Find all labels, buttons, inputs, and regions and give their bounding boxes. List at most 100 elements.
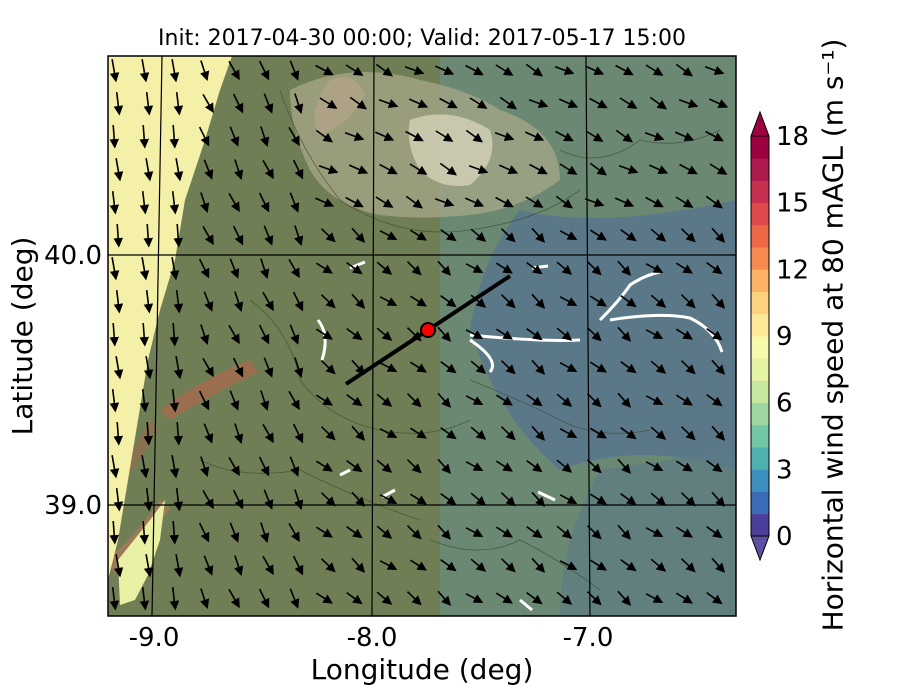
wind-arrow — [143, 488, 154, 512]
wind-arrow — [169, 389, 180, 413]
colorbar-swatch — [751, 358, 769, 381]
wind-arrow — [437, 392, 452, 408]
wind-arrow — [113, 488, 124, 512]
wind-arrow — [556, 327, 573, 341]
wind-arrow — [169, 124, 180, 149]
wind-arrow — [529, 163, 548, 175]
wind-arrow — [169, 257, 180, 281]
wind-arrow — [263, 489, 274, 510]
wind-arrow — [143, 223, 154, 248]
wind-arrow — [346, 328, 363, 341]
x-tick-label: -8.0 — [347, 623, 398, 653]
wind-arrow — [499, 96, 517, 110]
wind-arrow — [315, 592, 333, 604]
wind-arrow — [234, 159, 244, 181]
wind-arrow — [346, 526, 363, 539]
wind-arrow — [376, 525, 393, 539]
wind-arrow — [139, 191, 150, 215]
wind-arrow — [675, 460, 693, 472]
wind-arrow — [228, 324, 240, 345]
wind-arrow — [437, 590, 452, 606]
wind-arrow — [260, 390, 270, 412]
wind-arrow — [258, 588, 270, 609]
colorbar-min-extend — [750, 535, 770, 562]
wind-arrow — [556, 459, 573, 473]
wind-arrow — [556, 261, 573, 275]
colorbar-max-extend — [750, 110, 770, 137]
wind-arrow — [559, 163, 578, 175]
wind-arrow — [113, 290, 124, 314]
wind-arrow — [203, 555, 214, 576]
wind-arrow — [437, 524, 452, 540]
wind-arrow — [470, 492, 487, 506]
wind-arrow — [139, 455, 150, 479]
wind-arrow — [143, 290, 154, 314]
wind-arrow — [406, 393, 422, 408]
wind-arrow — [113, 223, 124, 248]
wind-arrow — [704, 65, 725, 76]
wind-arrow — [262, 159, 274, 180]
wind-arrow — [500, 492, 516, 507]
wind-arrow — [198, 258, 210, 279]
wind-arrow — [375, 196, 394, 208]
wind-arrow — [465, 129, 483, 143]
wind-arrow — [589, 162, 607, 176]
wind-arrow — [234, 555, 244, 577]
wind-arrow — [437, 260, 452, 276]
wind-arrow — [346, 262, 363, 275]
wind-arrow — [409, 361, 427, 373]
wind-arrow — [495, 64, 514, 76]
wind-arrow — [319, 97, 338, 109]
wind-arrow — [234, 423, 244, 445]
wind-arrow — [320, 492, 336, 507]
wind-arrow — [556, 393, 573, 407]
wind-arrow — [531, 293, 546, 309]
wind-arrow — [559, 362, 578, 372]
wind-arrow — [202, 93, 214, 114]
wind-arrow — [289, 60, 300, 81]
y-tick-label: 39.0 — [44, 491, 102, 521]
wind-arrow — [288, 126, 300, 147]
wind-arrow — [289, 456, 300, 477]
wind-arrow — [351, 227, 366, 243]
terrain-contours — [199, 89, 721, 591]
wind-arrow — [113, 92, 124, 116]
wind-arrow — [706, 394, 723, 407]
wind-arrow — [289, 192, 300, 213]
wind-arrow — [378, 98, 399, 109]
wind-arrow — [500, 360, 516, 375]
wind-arrow — [437, 458, 452, 474]
wind-arrow — [500, 426, 516, 441]
wind-arrow — [440, 361, 457, 374]
wind-arrow — [289, 324, 300, 345]
wind-arrow — [437, 326, 452, 342]
wind-arrow — [173, 223, 184, 248]
wind-arrow — [706, 328, 723, 341]
wind-arrow — [409, 427, 427, 439]
wind-arrow — [559, 428, 578, 438]
wind-arrow — [617, 590, 632, 606]
wind-arrow — [556, 591, 573, 605]
wind-arrow — [526, 262, 543, 275]
wind-arrow — [320, 294, 336, 309]
wind-arrow — [315, 460, 333, 472]
wind-arrow — [292, 291, 304, 312]
wind-arrow — [470, 294, 487, 308]
wind-arrow — [379, 560, 398, 570]
wind-arrow — [434, 197, 455, 208]
wind-arrow — [263, 93, 274, 114]
wind-arrow — [498, 164, 519, 175]
wind-arrow — [650, 492, 667, 506]
wind-arrow — [465, 329, 484, 339]
wind-arrow — [711, 425, 726, 441]
wind-arrow — [439, 162, 457, 176]
wind-arrow — [379, 362, 398, 372]
wind-arrow — [585, 130, 604, 142]
wind-arrow — [406, 591, 422, 606]
wind-arrow — [173, 158, 184, 182]
wind-arrow — [376, 393, 393, 407]
colorbar: 0 3 6 9 12 15 18 — [750, 110, 809, 562]
wind-arrow — [346, 394, 363, 407]
wind-arrow — [705, 130, 724, 142]
wind-arrow — [617, 260, 632, 276]
